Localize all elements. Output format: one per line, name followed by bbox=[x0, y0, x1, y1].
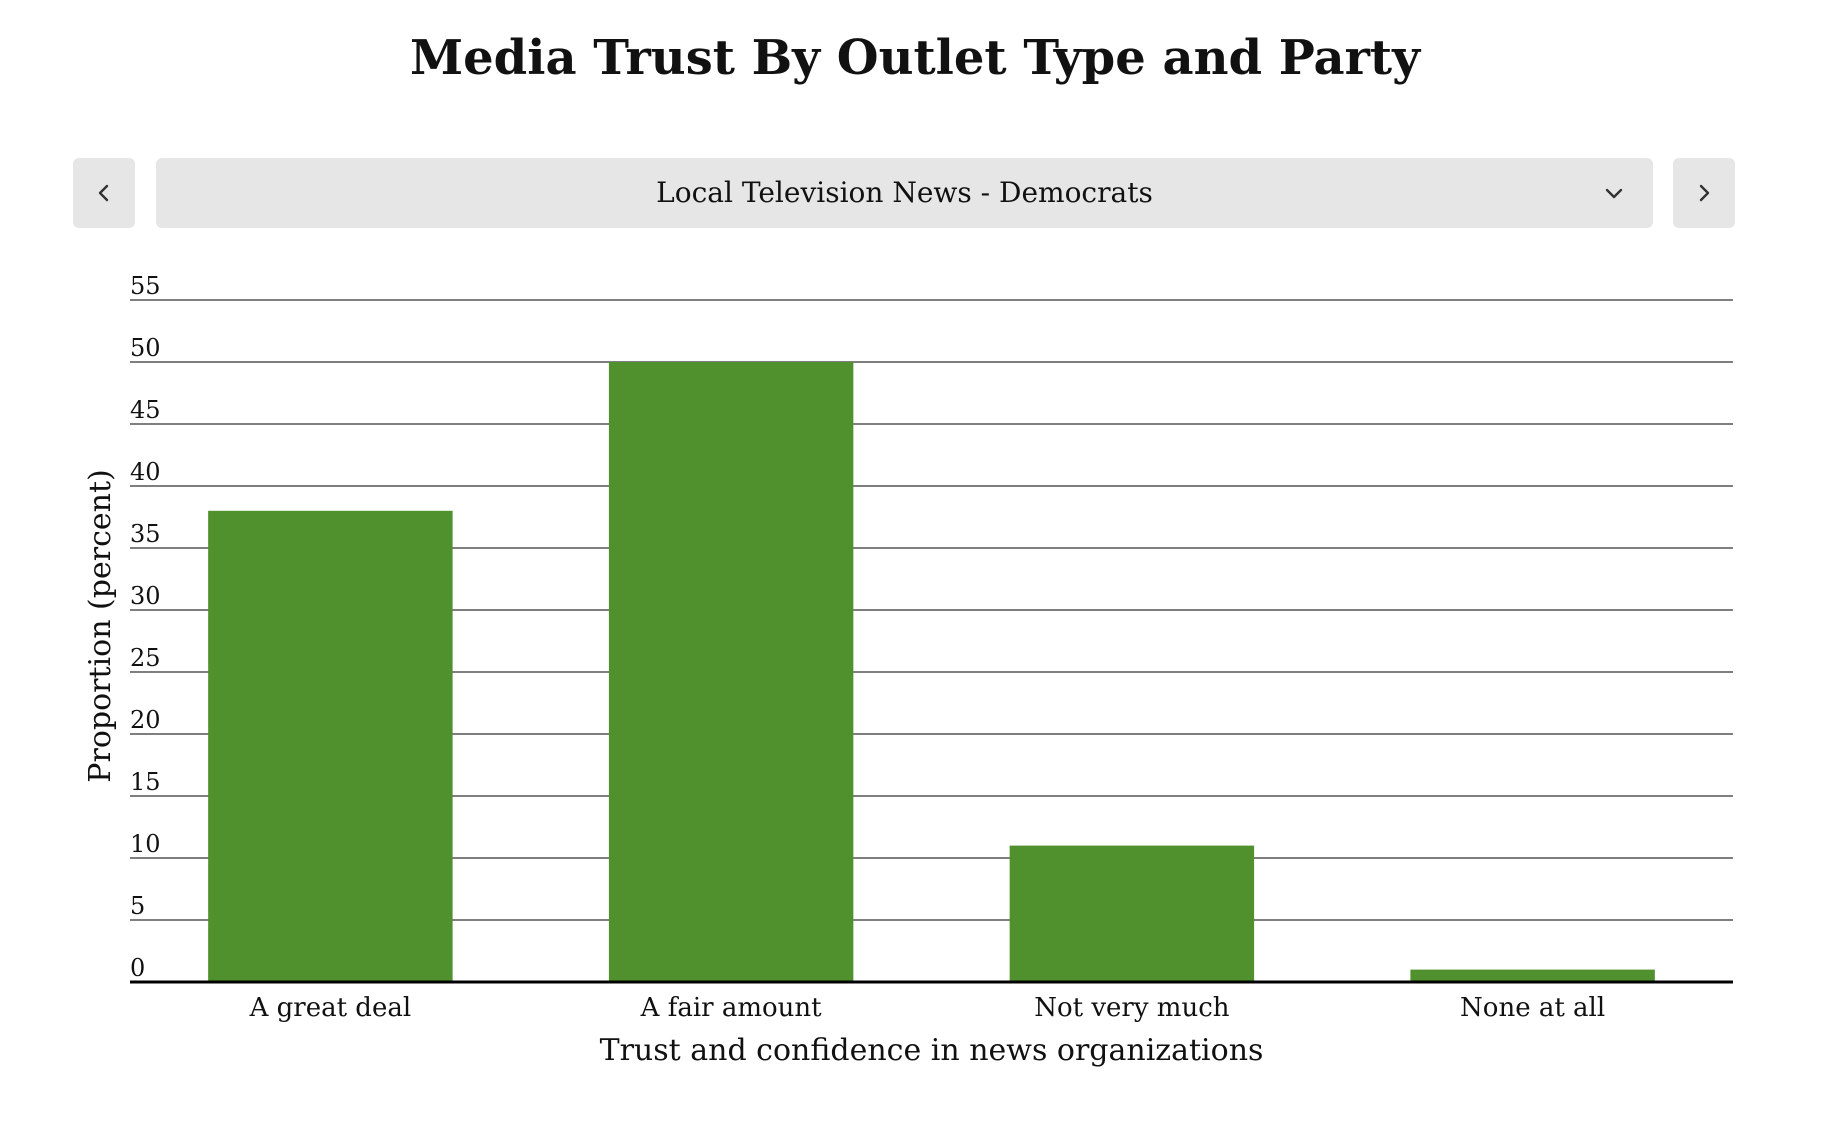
x-axis-label: Trust and confidence in news organizatio… bbox=[600, 1033, 1264, 1068]
next-button[interactable] bbox=[1673, 158, 1735, 228]
bar bbox=[608, 362, 854, 982]
y-tick-label: 30 bbox=[130, 582, 161, 610]
y-tick-label: 25 bbox=[130, 644, 161, 672]
dataset-select-value: Local Television News - Democrats bbox=[656, 176, 1153, 209]
dataset-select[interactable]: Local Television News - Democrats bbox=[156, 158, 1653, 228]
y-tick-label: 50 bbox=[130, 334, 161, 362]
previous-button[interactable] bbox=[73, 158, 135, 228]
x-tick-label: A great deal bbox=[249, 993, 412, 1023]
y-tick-label: 0 bbox=[130, 954, 145, 982]
bar bbox=[208, 510, 453, 982]
y-tick-label: 45 bbox=[130, 396, 161, 424]
y-axis-label: Proportion (percent) bbox=[83, 469, 118, 782]
y-tick-label: 10 bbox=[130, 830, 161, 858]
bar bbox=[1410, 969, 1655, 982]
chevron-down-icon bbox=[1605, 188, 1623, 199]
y-tick-label: 20 bbox=[130, 706, 161, 734]
chart-title: Media Trust By Outlet Type and Party bbox=[410, 30, 1420, 86]
chevron-left-icon bbox=[98, 184, 109, 202]
chevron-right-icon bbox=[1699, 184, 1710, 202]
x-tick-label: A fair amount bbox=[640, 993, 822, 1023]
x-tick-label: Not very much bbox=[1034, 993, 1230, 1023]
y-tick-label: 5 bbox=[130, 892, 145, 920]
y-tick-label: 55 bbox=[130, 272, 161, 300]
y-tick-label: 40 bbox=[130, 458, 161, 486]
x-tick-label: None at all bbox=[1460, 993, 1605, 1023]
bar bbox=[1009, 845, 1255, 982]
y-tick-label: 35 bbox=[130, 520, 161, 548]
y-tick-label: 15 bbox=[130, 768, 161, 796]
